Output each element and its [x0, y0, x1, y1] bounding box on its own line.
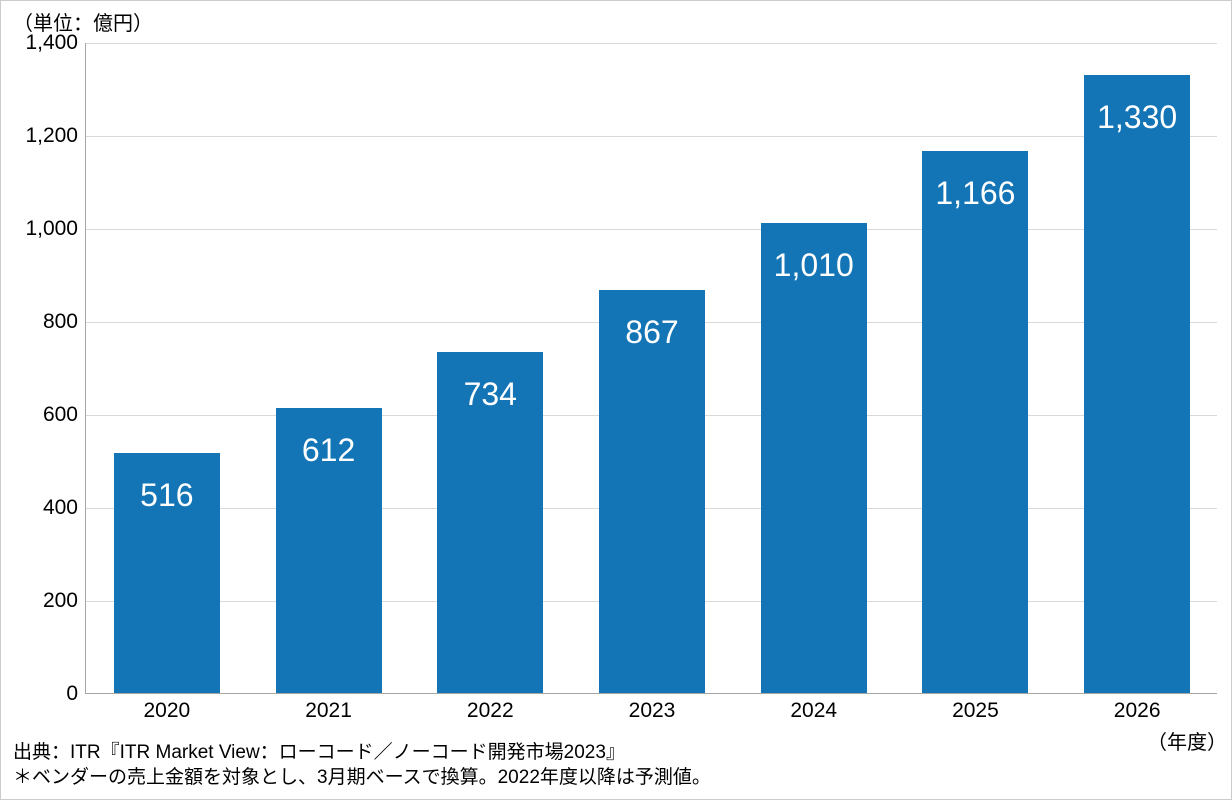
bar-value-label: 1,166 [935, 175, 1015, 212]
y-tick-label: 400 [43, 496, 78, 520]
x-tick-label: 2020 [143, 699, 190, 723]
bar-value-label: 734 [464, 376, 517, 413]
source-line-1: 出典：ITR『ITR Market View：ローコード／ノーコード開発市場20… [13, 740, 711, 766]
bar: 867 [599, 290, 705, 693]
bar: 612 [276, 408, 382, 693]
y-tick-label: 0 [66, 682, 78, 706]
bar: 1,010 [761, 223, 867, 693]
y-tick-label: 1,400 [25, 31, 78, 55]
bar-value-label: 1,330 [1097, 99, 1177, 136]
bar: 1,330 [1084, 75, 1190, 693]
bar: 734 [437, 352, 543, 693]
source-note: 出典：ITR『ITR Market View：ローコード／ノーコード開発市場20… [13, 740, 711, 791]
x-tick-label: 2026 [1114, 699, 1161, 723]
chart-frame: （単位：億円） 02004006008001,0001,2001,4005162… [0, 0, 1232, 800]
bar: 1,166 [922, 151, 1028, 693]
gridline [86, 229, 1217, 230]
x-tick-label: 2021 [305, 699, 352, 723]
bar-value-label: 867 [625, 314, 678, 351]
y-tick-label: 800 [43, 310, 78, 334]
x-axis-title: （年度） [1147, 726, 1227, 755]
x-tick-label: 2024 [790, 699, 837, 723]
gridline [86, 43, 1217, 44]
bar: 516 [114, 453, 220, 693]
y-tick-label: 1,000 [25, 217, 78, 241]
bar-value-label: 612 [302, 432, 355, 469]
y-tick-label: 1,200 [25, 124, 78, 148]
bar-value-label: 1,010 [774, 247, 854, 284]
y-tick-label: 200 [43, 589, 78, 613]
source-line-2: ＊ベンダーの売上金額を対象とし、3月期ベースで換算。2022年度以降は予測値。 [13, 765, 711, 791]
bar-value-label: 516 [140, 477, 193, 514]
x-tick-label: 2022 [467, 699, 514, 723]
x-tick-label: 2023 [629, 699, 676, 723]
gridline [86, 136, 1217, 137]
x-tick-label: 2025 [952, 699, 999, 723]
plot-area: 02004006008001,0001,2001,400516202061220… [85, 43, 1217, 694]
y-tick-label: 600 [43, 403, 78, 427]
